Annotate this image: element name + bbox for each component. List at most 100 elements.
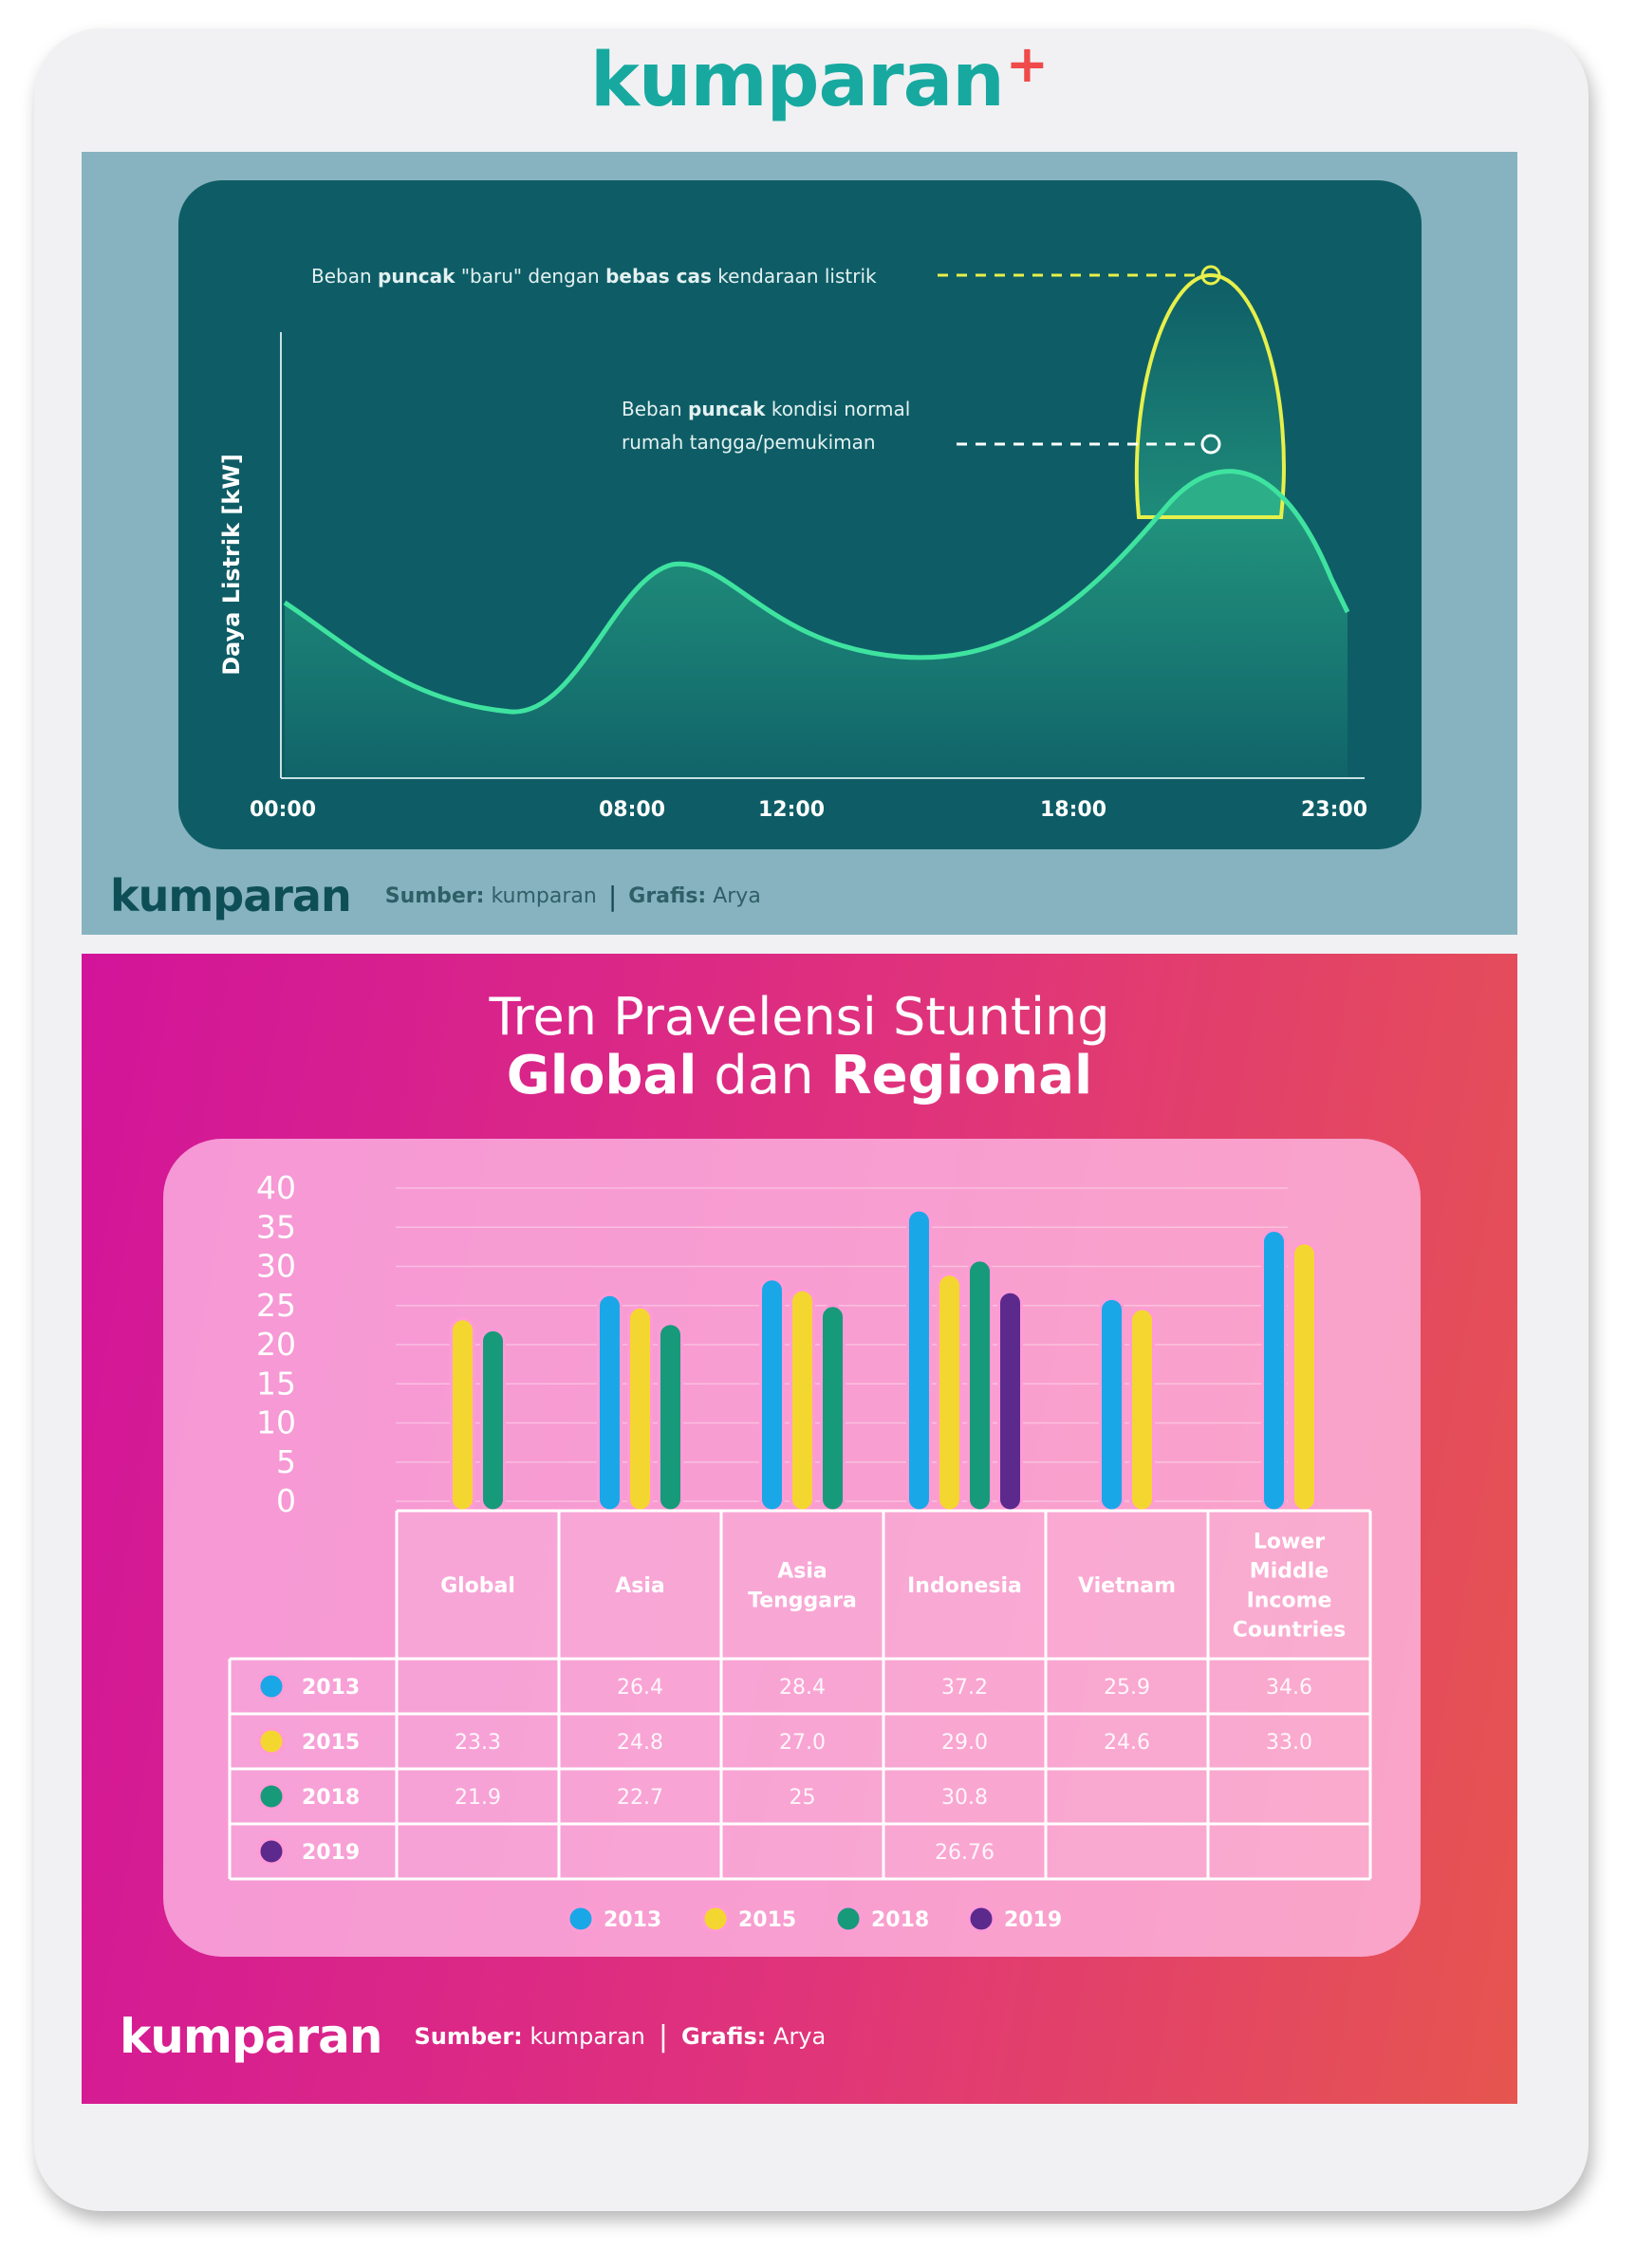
- new-peak-marker: [1200, 265, 1221, 286]
- legend-dot-2019: [967, 1905, 995, 1933]
- bar-2013: [759, 1277, 785, 1513]
- bar-2015: [1292, 1241, 1317, 1513]
- stunting-chart-card: 40 35 30 25 20 15 10 5 0 Global Asia Asia Tenggara In…: [163, 1139, 1421, 1957]
- bar-2015: [1129, 1307, 1155, 1513]
- y-tick-label: 10: [256, 1404, 296, 1441]
- source-credit: Sumber: kumparan: [414, 2023, 645, 2050]
- legend-label: 2013: [604, 1908, 661, 1932]
- table-value: 34.6: [1266, 1676, 1312, 1700]
- bar-2013: [1261, 1229, 1287, 1513]
- bar-2013: [1099, 1296, 1125, 1513]
- category-label: Income: [1247, 1589, 1332, 1613]
- x-tick-label: 00:00: [250, 798, 316, 822]
- legend-label: 2018: [871, 1908, 929, 1932]
- bar-2015: [627, 1305, 653, 1513]
- table-value: 33.0: [1266, 1731, 1312, 1755]
- legend-label: 2019: [1004, 1908, 1062, 1932]
- kumparan-footer-logo: kumparan: [110, 870, 352, 921]
- y-tick-label: 30: [256, 1248, 296, 1285]
- x-tick-label: 12:00: [758, 798, 825, 822]
- table-value: 26.4: [617, 1676, 663, 1700]
- row-year-label: 2019: [302, 1841, 360, 1865]
- bar-2015: [450, 1317, 475, 1513]
- normal-peak-marker: [1200, 434, 1221, 455]
- bar-2018: [480, 1328, 506, 1513]
- load-chart-card: Daya Listrik [kW] Beban puncak "baru" den…: [178, 180, 1422, 849]
- y-axis-label: Daya Listrik [kW]: [218, 454, 245, 676]
- y-tick-label: 5: [276, 1443, 296, 1480]
- category-label: Indonesia: [907, 1574, 1022, 1598]
- series-dot-2013: [257, 1672, 286, 1701]
- y-tick-label: 35: [256, 1208, 296, 1245]
- footer-separator: |: [607, 880, 618, 912]
- legend-label: 2015: [738, 1908, 796, 1932]
- table-value: 37.2: [941, 1676, 988, 1700]
- y-tick-label: 40: [256, 1169, 296, 1206]
- normal-peak-annotation-line1: Beban puncak kondisi normal: [622, 398, 910, 420]
- x-tick-label: 18:00: [1040, 798, 1106, 822]
- table-value: 28.4: [779, 1676, 826, 1700]
- legend-dot-2015: [701, 1905, 730, 1933]
- series-dot-2019: [257, 1837, 286, 1866]
- table-value: 25: [790, 1786, 816, 1810]
- category-label: Global: [440, 1574, 515, 1598]
- category-label: Tenggara: [748, 1589, 857, 1613]
- load-area: [285, 471, 1348, 778]
- new-peak-annotation: Beban puncak "baru" dengan bebas cas ken…: [311, 265, 877, 288]
- electric-load-panel: Daya Listrik [kW] Beban puncak "baru" den…: [82, 152, 1517, 935]
- x-tick-label: 08:00: [599, 798, 665, 822]
- y-tick-label: 20: [256, 1326, 296, 1363]
- y-tick-label: 0: [276, 1482, 296, 1519]
- table-value: 26.76: [935, 1841, 995, 1865]
- series-dot-2018: [257, 1782, 286, 1811]
- chart-title-line2: Global dan Regional: [506, 1045, 1093, 1106]
- y-tick-label: 25: [256, 1287, 296, 1324]
- source-credit: Sumber: kumparan: [384, 883, 597, 908]
- table-value: 24.6: [1104, 1731, 1150, 1755]
- panel2-footer: kumparan Sumber: kumparan | Grafis: Arya: [120, 2007, 826, 2066]
- load-chart: Daya Listrik [kW] Beban puncak "baru" den…: [218, 265, 1367, 822]
- y-tick-label: 15: [256, 1365, 296, 1402]
- footer-separator: |: [658, 2019, 668, 2054]
- legend-dot-2013: [567, 1905, 595, 1933]
- category-label: Countries: [1233, 1619, 1347, 1643]
- kumparan-footer-logo: kumparan: [120, 2009, 382, 2064]
- row-year-label: 2013: [302, 1676, 360, 1700]
- bar-2015: [790, 1288, 815, 1513]
- new-peak-outline: [1134, 272, 1286, 519]
- kumparan-logo: kumparan+: [589, 34, 1049, 123]
- table-value: 22.7: [617, 1786, 663, 1810]
- legend-dot-2018: [834, 1905, 863, 1933]
- load-curve: [283, 469, 1350, 715]
- row-year-label: 2015: [302, 1731, 360, 1755]
- bar-2018: [967, 1258, 993, 1513]
- category-label: Vietnam: [1078, 1574, 1176, 1598]
- normal-peak-annotation-line2: rumah tangga/pemukiman: [622, 431, 876, 454]
- graphic-credit: Grafis: Arya: [628, 883, 761, 908]
- category-label: Asia: [615, 1574, 665, 1598]
- bar-2018: [658, 1322, 683, 1513]
- series-dot-2015: [257, 1727, 286, 1756]
- bar-2013: [597, 1292, 623, 1513]
- row-year-label: 2018: [302, 1786, 360, 1810]
- bar-2018: [820, 1304, 846, 1513]
- category-label: Lower: [1254, 1531, 1325, 1554]
- table-value: 23.3: [455, 1731, 501, 1755]
- x-tick-label: 23:00: [1301, 798, 1367, 822]
- table-value: 30.8: [941, 1786, 988, 1810]
- bar-2013: [906, 1208, 932, 1513]
- stunting-panel: Tren Pravelensi Stunting Global dan Regi…: [82, 954, 1517, 2104]
- bar-2015: [937, 1273, 962, 1513]
- table-value: 25.9: [1104, 1676, 1150, 1700]
- bar-2019: [997, 1290, 1023, 1513]
- chart-title-line1: Tren Pravelensi Stunting: [489, 987, 1110, 1047]
- table-value: 29.0: [941, 1731, 988, 1755]
- table-value: 21.9: [455, 1786, 501, 1810]
- table-value: 27.0: [779, 1731, 826, 1755]
- category-label: Asia: [777, 1560, 827, 1584]
- category-label: Middle: [1250, 1560, 1329, 1584]
- graphic-credit: Grafis: Arya: [680, 2023, 827, 2050]
- plus-icon: +: [1005, 34, 1049, 94]
- table-value: 24.8: [617, 1731, 663, 1755]
